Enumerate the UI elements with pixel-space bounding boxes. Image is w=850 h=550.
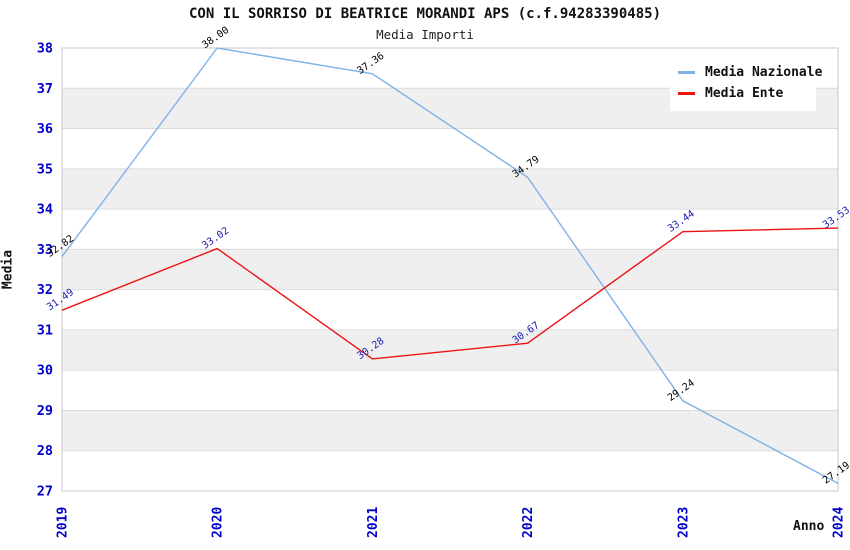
plot-band [62, 249, 838, 290]
y-tick-label: 34 [37, 202, 53, 218]
chart-subtitle: Media Importi [376, 27, 474, 42]
legend-item-media-ente: Media Ente [678, 83, 808, 104]
y-tick-label: 37 [37, 81, 53, 97]
y-tick-label: 35 [37, 161, 53, 177]
y-tick-label: 29 [37, 403, 53, 419]
x-tick-label: 2023 [676, 507, 691, 538]
y-tick-label: 36 [37, 121, 53, 137]
y-tick-label: 30 [37, 363, 53, 379]
y-tick-label: 31 [37, 322, 53, 338]
legend-label: Media Nazionale [705, 65, 823, 80]
legend-item-media-nazionale: Media Nazionale [678, 62, 822, 83]
plot-frame [61, 47, 839, 492]
legend-line-swatch [678, 92, 695, 95]
plot-band [62, 329, 838, 371]
legend: Media Nazionale Media Ente [670, 57, 822, 111]
series-line-media-ente [61, 227, 839, 360]
x-axis-title: Anno [793, 519, 825, 534]
legend-label: Media Ente [705, 86, 784, 101]
point-label: 33.02 [200, 225, 231, 251]
y-tick-label: 32 [37, 282, 53, 298]
y-tick-label: 38 [37, 41, 53, 57]
x-tick-label: 2021 [366, 507, 381, 538]
y-tick-label: 28 [37, 443, 53, 459]
y-tick-label: 33 [37, 242, 53, 258]
x-tick-label: 2019 [56, 507, 71, 538]
x-tick-label: 2022 [521, 507, 536, 538]
y-tick-label: 27 [37, 484, 53, 500]
plot-band [62, 168, 838, 210]
chart-title: CON IL SORRISO DI BEATRICE MORANDI APS (… [188, 6, 661, 22]
plot-band [62, 410, 838, 451]
point-label: 38.00 [200, 25, 231, 51]
legend-line-swatch [678, 71, 695, 74]
x-tick-label: 2024 [832, 507, 847, 538]
series-line-media-nazionale [61, 47, 839, 484]
x-tick-label: 2020 [211, 507, 226, 538]
